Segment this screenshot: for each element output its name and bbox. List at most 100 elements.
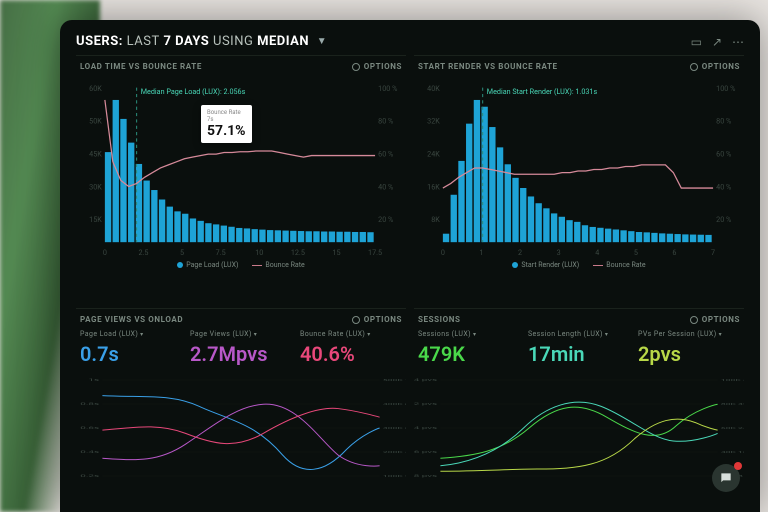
panel-title: SESSIONS xyxy=(418,315,461,324)
legend-line: Bounce Rate xyxy=(606,261,645,269)
kpi-value-session-length: 17min xyxy=(528,338,630,368)
options-button[interactable]: OPTIONS xyxy=(352,315,402,324)
panel-start-render: START RENDER VS BOUNCE RATE OPTIONS 40K 3… xyxy=(414,55,744,300)
chevron-down-icon[interactable]: ▾ xyxy=(473,331,476,338)
gear-icon xyxy=(690,63,698,71)
topbar: USERS: LAST 7 DAYS USING MEDIAN ▼ ▭ ↗ ⋯ xyxy=(76,34,744,55)
title-users: USERS: xyxy=(76,34,123,49)
svg-text:80 %: 80 % xyxy=(378,117,394,126)
title-days: 7 DAYS xyxy=(163,34,209,49)
chevron-down-icon[interactable]: ▾ xyxy=(605,331,608,338)
svg-text:300K 60%: 300K 60% xyxy=(383,426,406,430)
render-chart: 40K32K24K16K8K100 %80 %60 %40 %20 %Media… xyxy=(414,77,744,257)
title-median: MEDIAN xyxy=(257,34,309,49)
svg-text:60 %: 60 % xyxy=(716,149,732,158)
svg-text:7.5: 7.5 xyxy=(216,248,226,257)
svg-text:1: 1 xyxy=(479,248,483,257)
tooltip: Bounce Rate 7s 57.1% xyxy=(201,105,252,143)
legend: Page Load (LUX) Bounce Rate xyxy=(76,257,406,269)
svg-text:100 %: 100 % xyxy=(378,84,398,93)
kpi-value-pageviews: 2.7Mpvs xyxy=(190,338,292,368)
dashboard-screen: USERS: LAST 7 DAYS USING MEDIAN ▼ ▭ ↗ ⋯ … xyxy=(60,20,760,512)
svg-text:32K: 32K xyxy=(427,117,440,126)
display-icon[interactable]: ▭ xyxy=(691,35,702,49)
svg-text:0: 0 xyxy=(441,248,445,257)
share-icon[interactable]: ↗ xyxy=(712,35,722,49)
svg-text:2.5: 2.5 xyxy=(138,248,148,257)
legend-line: Bounce Rate xyxy=(265,261,304,269)
svg-text:400K 80%: 400K 80% xyxy=(383,402,406,406)
panel-pageviews: PAGE VIEWS VS ONLOAD OPTIONS Page Load (… xyxy=(76,308,406,498)
svg-text:20 %: 20 % xyxy=(716,215,732,224)
svg-text:40 %: 40 % xyxy=(378,182,394,191)
kpi-row: Sessions (LUX)▾ 479K Session Length (LUX… xyxy=(414,330,744,368)
svg-text:3: 3 xyxy=(557,248,561,257)
svg-text:10: 10 xyxy=(255,248,263,257)
panel-title: PAGE VIEWS VS ONLOAD xyxy=(80,315,183,324)
svg-text:0.2s: 0.2s xyxy=(80,474,99,478)
kpi-value-pageload: 0.7s xyxy=(80,338,182,368)
kpi-label: Page Load (LUX) xyxy=(80,330,138,338)
title-last: LAST xyxy=(127,34,160,49)
kpi-value-bouncerate: 40.6% xyxy=(300,338,402,368)
more-icon[interactable]: ⋯ xyxy=(732,35,744,49)
legend-bar: Page Load (LUX) xyxy=(186,261,238,269)
topbar-icons: ▭ ↗ ⋯ xyxy=(691,35,744,49)
svg-text:0.6s: 0.6s xyxy=(80,426,99,430)
svg-text:3.2 pvs: 3.2 pvs xyxy=(414,402,437,406)
chevron-down-icon[interactable]: ▾ xyxy=(254,331,257,338)
svg-text:40 %: 40 % xyxy=(716,182,732,191)
notification-badge xyxy=(734,462,742,470)
svg-text:0.4s: 0.4s xyxy=(80,450,99,454)
sessions-chart: 4 pvs3.2 pvs2.4 pvs1.6 pvs0.8 pvs100K 40… xyxy=(414,368,744,488)
legend-bar: Start Render (LUX) xyxy=(521,261,579,269)
panel-sessions: SESSIONS OPTIONS Sessions (LUX)▾ 479K Se… xyxy=(414,308,744,498)
chevron-down-icon[interactable]: ▾ xyxy=(140,331,143,338)
svg-text:5: 5 xyxy=(180,248,184,257)
gear-icon xyxy=(352,63,360,71)
svg-text:4 pvs: 4 pvs xyxy=(414,378,437,382)
kpi-label: Page Views (LUX) xyxy=(190,330,252,338)
tooltip-value: 57.1% xyxy=(207,123,246,139)
svg-text:24K: 24K xyxy=(427,149,440,158)
options-button[interactable]: OPTIONS xyxy=(690,62,740,71)
svg-text:2.4 pvs: 2.4 pvs xyxy=(414,426,437,430)
title-using: USING xyxy=(213,34,253,49)
svg-text:5: 5 xyxy=(634,248,638,257)
chevron-down-icon[interactable]: ▾ xyxy=(367,331,370,338)
svg-text:500K 100%: 500K 100% xyxy=(383,378,406,382)
svg-text:0.8s: 0.8s xyxy=(80,402,99,406)
legend: Start Render (LUX) Bounce Rate xyxy=(414,257,744,269)
kpi-label: Session Length (LUX) xyxy=(528,330,603,338)
options-button[interactable]: OPTIONS xyxy=(690,315,740,324)
svg-text:Median Start Render (LUX): 1.0: Median Start Render (LUX): 1.031s xyxy=(487,87,598,96)
chat-button[interactable] xyxy=(712,464,740,492)
svg-text:100K 40 min: 100K 40 min xyxy=(721,378,744,382)
svg-text:Median Page Load (LUX): 2.056s: Median Page Load (LUX): 2.056s xyxy=(141,87,246,96)
panel-title: LOAD TIME VS BOUNCE RATE xyxy=(80,62,202,71)
svg-text:0: 0 xyxy=(103,248,107,257)
kpi-label: Sessions (LUX) xyxy=(418,330,471,338)
gear-icon xyxy=(352,316,360,324)
svg-text:60K: 60K xyxy=(89,84,102,93)
svg-text:6: 6 xyxy=(672,248,676,257)
svg-text:15K: 15K xyxy=(89,215,102,224)
svg-text:1s: 1s xyxy=(88,378,99,382)
svg-text:45K: 45K xyxy=(89,149,102,158)
panel-load-time: LOAD TIME VS BOUNCE RATE OPTIONS 60K50K4… xyxy=(76,55,406,300)
kpi-label: PVs Per Session (LUX) xyxy=(638,330,717,338)
svg-text:40K: 40K xyxy=(427,84,440,93)
svg-text:60 %: 60 % xyxy=(378,149,394,158)
chevron-down-icon[interactable]: ▾ xyxy=(719,331,722,338)
page-title[interactable]: USERS: LAST 7 DAYS USING MEDIAN ▼ xyxy=(76,34,327,49)
svg-text:100 %: 100 % xyxy=(716,84,736,93)
options-button[interactable]: OPTIONS xyxy=(352,62,402,71)
panel-title: START RENDER VS BOUNCE RATE xyxy=(418,62,558,71)
chevron-down-icon[interactable]: ▼ xyxy=(317,36,327,47)
pageviews-chart: 1s 0.8s 0.6s 0.4s 0.2s 500K 100% 400K 80% 300K … xyxy=(76,368,406,488)
svg-text:2: 2 xyxy=(518,248,522,257)
gear-icon xyxy=(690,316,698,324)
svg-text:20 %: 20 % xyxy=(378,215,394,224)
svg-text:60K 24 min: 60K 24 min xyxy=(721,426,744,430)
svg-text:8K: 8K xyxy=(431,215,440,224)
